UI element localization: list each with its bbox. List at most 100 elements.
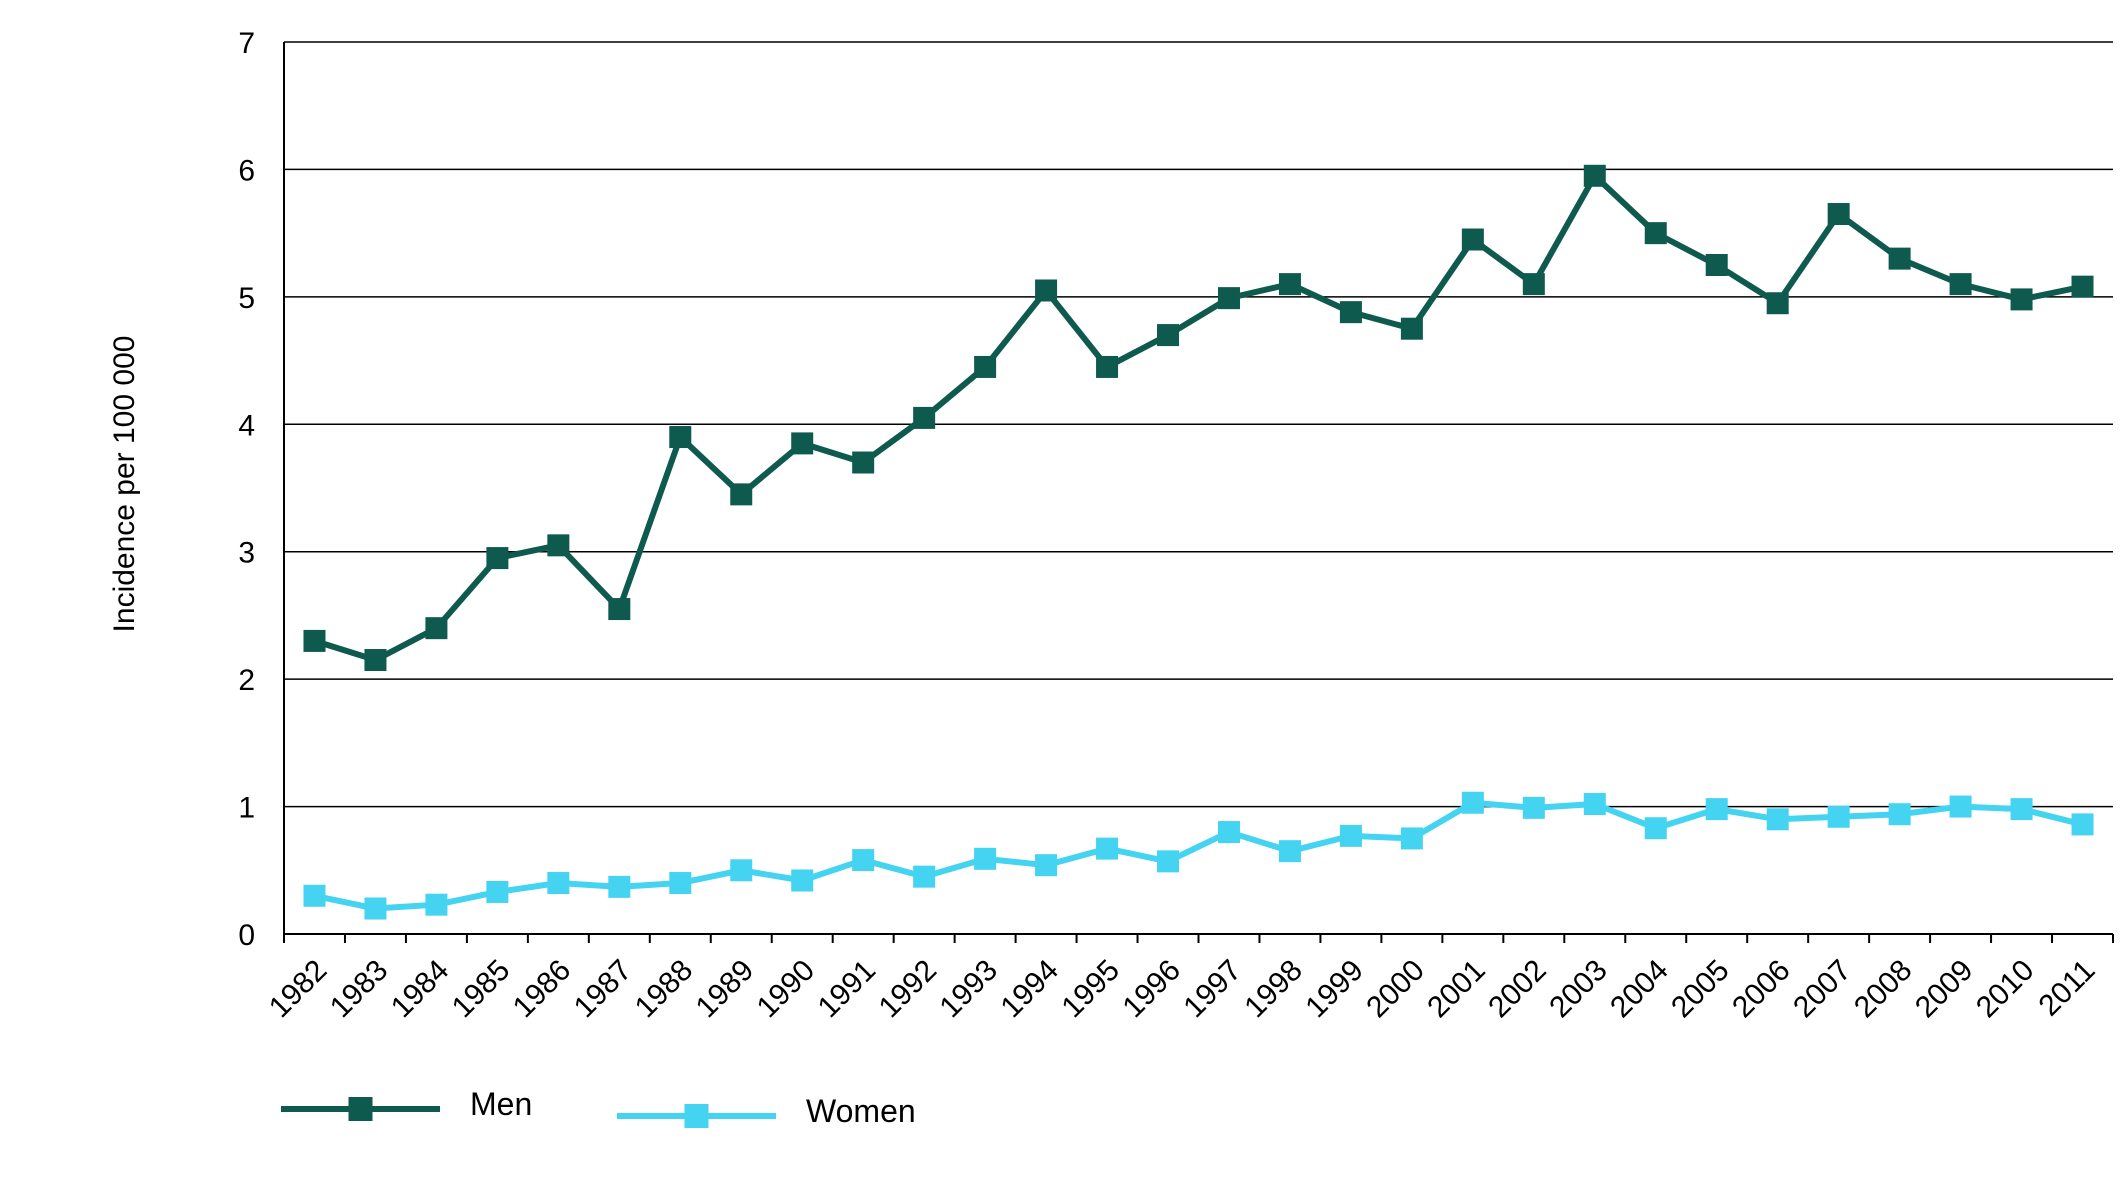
data-point — [974, 847, 997, 870]
data-point — [486, 880, 509, 903]
data-point — [730, 859, 753, 882]
data-point — [1096, 355, 1119, 378]
y-tick-label: 5 — [238, 282, 255, 315]
x-tick-label: 2009 — [1909, 954, 1980, 1025]
data-point — [2010, 798, 2033, 821]
x-tick-label: 2004 — [1604, 954, 1675, 1025]
data-point — [1461, 228, 1484, 251]
x-tick-label: 2003 — [1543, 954, 1614, 1025]
legend-label: Women — [806, 1093, 916, 1129]
x-tick-label: 1995 — [1055, 954, 1126, 1025]
data-point — [547, 872, 570, 895]
legend-marker — [684, 1104, 709, 1128]
legend-item-men: Men — [281, 1086, 532, 1122]
x-tick-label: 1986 — [507, 954, 578, 1025]
x-tick-label: 1989 — [690, 954, 761, 1025]
x-tick-label: 1983 — [324, 954, 395, 1025]
x-tick-label: 2001 — [1421, 954, 1492, 1025]
data-point — [852, 451, 875, 474]
data-point — [669, 872, 692, 895]
data-point — [1827, 805, 1850, 828]
data-point — [2071, 813, 2094, 836]
data-point — [303, 629, 326, 652]
data-point — [1461, 791, 1484, 814]
data-point — [1583, 164, 1606, 187]
data-point — [913, 406, 936, 429]
x-tick-label: 1990 — [751, 954, 822, 1025]
data-point — [303, 884, 326, 907]
x-tick-marks — [283, 934, 2114, 943]
series-women — [303, 791, 2094, 920]
data-point — [1888, 803, 1911, 826]
y-tick-label: 0 — [238, 919, 255, 952]
data-point — [791, 432, 814, 455]
data-point — [1278, 840, 1301, 863]
data-point — [486, 547, 509, 570]
y-tick-label: 2 — [238, 664, 255, 697]
x-tick-label: 1985 — [446, 954, 517, 1025]
x-tick-label: 1987 — [568, 954, 639, 1025]
data-point — [364, 649, 387, 672]
x-tick-label: 1998 — [1238, 954, 1309, 1025]
data-point — [730, 483, 753, 506]
y-tick-label: 1 — [238, 792, 255, 825]
x-tick-label: 1982 — [263, 954, 334, 1025]
data-point — [1035, 279, 1058, 302]
y-tick-label: 3 — [238, 537, 255, 570]
x-tick-label: 1984 — [385, 954, 456, 1025]
data-point — [1949, 273, 1972, 296]
series-line-women — [313, 799, 2084, 912]
x-tick-label: 1991 — [812, 954, 883, 1025]
data-point — [1217, 821, 1240, 844]
x-tick-label: 2011 — [2033, 954, 2102, 1023]
y-tick-label: 6 — [238, 154, 255, 187]
x-tick-label: 1994 — [994, 954, 1065, 1025]
x-tick-label: 1999 — [1299, 954, 1370, 1025]
grid-lines — [284, 41, 2113, 808]
series-men — [303, 164, 2094, 672]
data-point — [1827, 203, 1850, 226]
data-point — [1339, 301, 1362, 324]
data-point — [1035, 854, 1058, 877]
data-point — [1888, 247, 1911, 270]
x-tick-label: 2000 — [1360, 954, 1431, 1025]
data-point — [791, 869, 814, 892]
x-tick-label: 1988 — [629, 954, 700, 1025]
x-tick-label: 2005 — [1665, 954, 1736, 1025]
y-tick-label: 7 — [238, 27, 255, 60]
data-point — [1400, 317, 1423, 340]
x-tick-label: 2010 — [1970, 954, 2041, 1025]
legend: Men Women — [281, 1086, 916, 1129]
legend-item-women: Women — [617, 1093, 916, 1129]
data-point — [669, 426, 692, 449]
data-point — [974, 355, 997, 378]
y-tick-labels: 0 1 2 3 4 5 6 7 — [238, 27, 255, 952]
data-point — [547, 534, 570, 557]
data-point — [425, 893, 448, 916]
data-point — [1522, 273, 1545, 296]
data-point — [425, 617, 448, 640]
legend-marker — [348, 1097, 373, 1121]
x-tick-label: 2008 — [1848, 954, 1919, 1025]
y-axis-title: Incidence per 100 000 — [108, 336, 141, 633]
data-point — [1339, 824, 1362, 847]
legend-label: Men — [470, 1086, 532, 1122]
x-tick-label: 2002 — [1482, 954, 1553, 1025]
data-point — [1705, 254, 1728, 276]
data-point — [1400, 827, 1423, 850]
series-line-men — [313, 172, 2084, 664]
x-tick-label: 1996 — [1116, 954, 1187, 1025]
data-point — [913, 865, 936, 888]
data-point — [608, 598, 631, 621]
data-point — [1278, 273, 1301, 296]
data-point — [852, 849, 875, 872]
data-point — [1157, 324, 1180, 347]
x-tick-labels: 1982198319841985198619871988198919901991… — [263, 954, 2102, 1025]
axes — [283, 42, 2113, 935]
series-group — [303, 164, 2094, 920]
data-point — [1583, 793, 1606, 816]
data-point — [1217, 287, 1240, 310]
data-point — [1644, 222, 1667, 245]
data-point — [1705, 798, 1728, 821]
